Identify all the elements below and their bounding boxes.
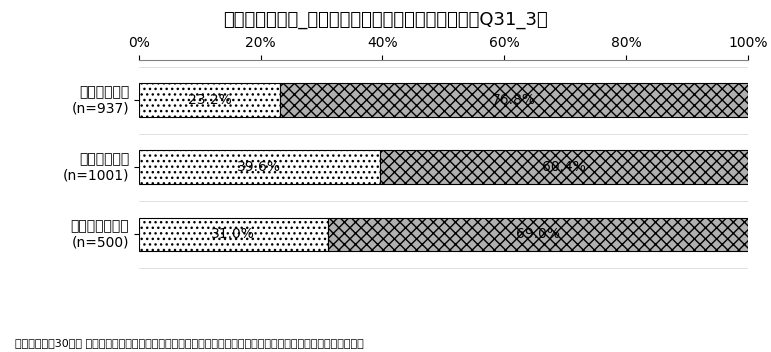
Bar (328, 218, 748, 251)
Text: 制度の認知状況_パパ・ママ育休プラス：単数回答（Q31_3）: 制度の認知状況_パパ・ママ育休プラス：単数回答（Q31_3） (223, 11, 548, 29)
Text: 39.6%: 39.6% (237, 160, 281, 174)
Text: 60.4%: 60.4% (542, 160, 586, 174)
Bar (139, 150, 380, 184)
Bar (280, 83, 748, 117)
Bar (139, 218, 328, 251)
Legend: 知っていた, 知らなかった: 知っていた, 知らなかった (146, 350, 375, 352)
Text: 69.0%: 69.0% (516, 227, 560, 241)
Text: 出典：「平成30年度 仕事と育児の両立に関する実態把握のための調査研究事業」（厚生労働省）より加工して作成: 出典：「平成30年度 仕事と育児の両立に関する実態把握のための調査研究事業」（厚… (15, 339, 364, 348)
Text: 31.0%: 31.0% (211, 227, 255, 241)
Bar (139, 83, 280, 117)
Text: 76.8%: 76.8% (492, 93, 536, 107)
Bar (380, 150, 748, 184)
Text: 23.2%: 23.2% (187, 93, 231, 107)
